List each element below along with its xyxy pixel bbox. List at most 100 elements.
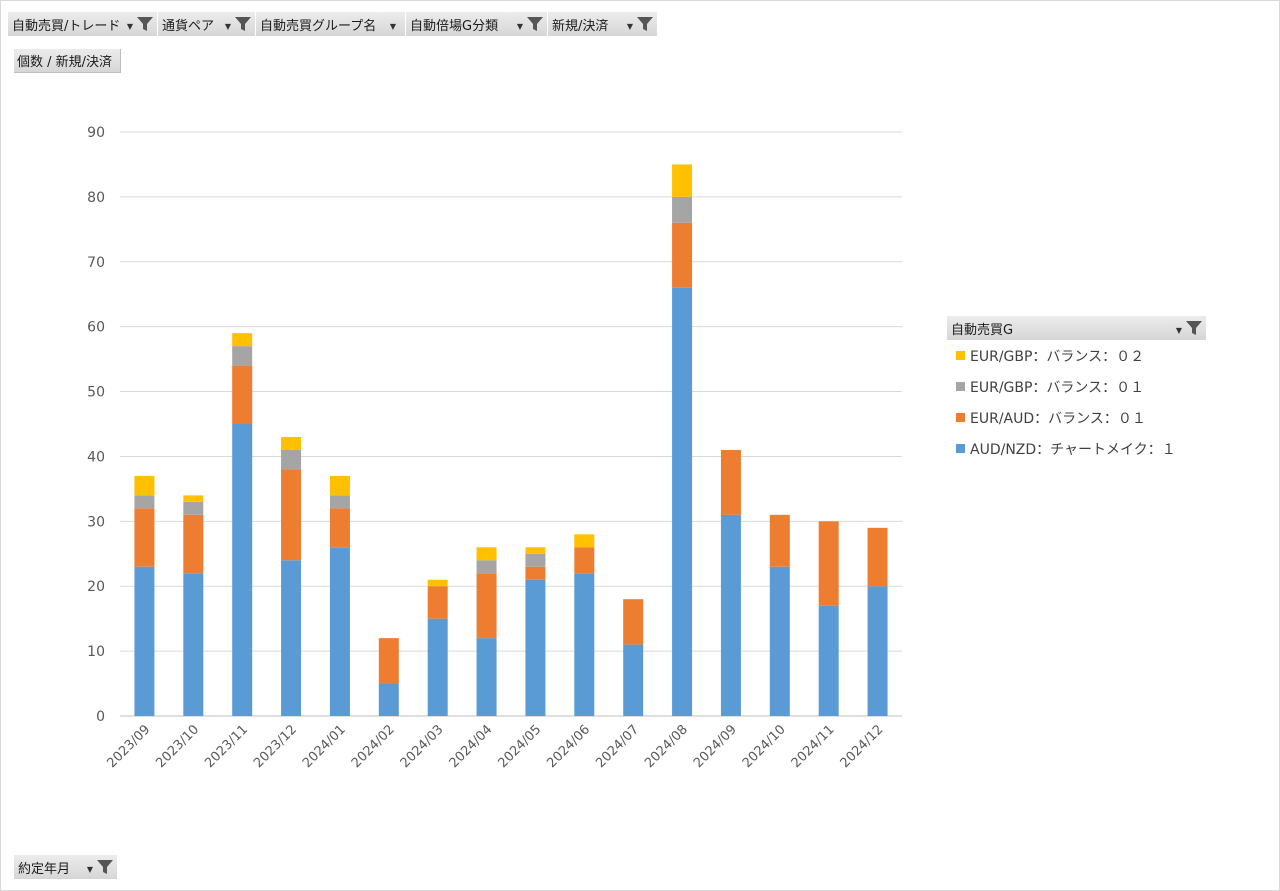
legend-item: EUR/GBP：バランス：０１ (947, 371, 1207, 402)
bar-segment (818, 521, 839, 606)
bar-segment (720, 514, 741, 716)
dropdown-arrow-icon[interactable]: ▼ (626, 22, 633, 31)
bar-segment (232, 346, 253, 366)
x-tick-label: 2024/02 (349, 722, 398, 771)
legend-swatch (956, 413, 965, 422)
filter-funnel-icon[interactable] (1185, 319, 1203, 337)
legend-label: EUR/GBP：バランス：０１ (970, 379, 1145, 396)
x-tick-label: 2024/10 (740, 722, 789, 771)
bar-segment (720, 449, 741, 515)
axis-field-label: 約定年月 (18, 861, 71, 877)
y-tick-label: 80 (87, 190, 105, 206)
bar-segment (818, 605, 839, 716)
bar-segment (525, 553, 546, 567)
x-tick-label: 2024/03 (398, 722, 447, 771)
x-tick-label: 2024/08 (642, 722, 691, 771)
legend-swatch (956, 444, 965, 453)
dropdown-arrow-icon[interactable]: ▼ (224, 22, 231, 31)
bar-segment (232, 365, 253, 424)
bar-segment (427, 586, 448, 619)
bar-segment (329, 495, 350, 509)
dropdown-arrow-icon[interactable]: ▼ (1175, 326, 1182, 335)
filter-button-3[interactable]: 自動売買グループ名 ▼ (256, 12, 406, 36)
dropdown-arrow-icon[interactable]: ▼ (126, 22, 133, 31)
bar-segment (574, 573, 595, 716)
legend-label: EUR/GBP：バランス：０２ (970, 348, 1145, 365)
bar-segment (476, 573, 497, 639)
y-tick-label: 50 (87, 385, 105, 401)
y-tick-label: 20 (87, 579, 105, 595)
bar-segment (378, 638, 399, 684)
bar-segment (476, 638, 497, 716)
bar-segment (427, 618, 448, 716)
bar-segment (476, 560, 497, 574)
legend: 自動売買G ▼ EUR/GBP：バランス：０２ EUR/GBP：バランス：０１ EU… (947, 316, 1207, 464)
legend-item: EUR/GBP：バランス：０２ (947, 340, 1207, 371)
bar-segment (525, 566, 546, 580)
axis-field-button[interactable]: 約定年月 ▼ (14, 855, 118, 879)
bar-segment (183, 495, 204, 502)
filter-button-label: 自動倍場G分類 (410, 18, 499, 34)
filter-button-1[interactable]: 自動売買/トレード ▼ (8, 12, 158, 36)
bar-segment (672, 222, 693, 288)
x-tick-label: 2024/09 (691, 722, 740, 771)
x-tick-label: 2023/12 (251, 722, 300, 771)
bar-segment (623, 599, 644, 645)
filter-funnel-icon[interactable] (234, 15, 252, 33)
y-tick-label: 40 (87, 449, 105, 465)
filter-button-5[interactable]: 新規/決済 ▼ (548, 12, 658, 36)
bar-segment (476, 547, 497, 561)
bar-segment (427, 579, 448, 587)
legend-swatch (956, 351, 965, 360)
x-tick-label: 2024/12 (838, 722, 887, 771)
x-tick-label: 2024/01 (300, 722, 349, 771)
y-tick-label: 90 (87, 125, 105, 141)
bar-segment (672, 287, 693, 716)
legend-item: AUD/NZD：チャートメイク：１ (947, 433, 1207, 464)
bar-segment (329, 508, 350, 548)
y-tick-label: 0 (96, 709, 105, 725)
bar-segment (281, 449, 302, 470)
filter-funnel-icon[interactable] (526, 15, 544, 33)
filter-button-label: 通貨ペア (162, 18, 215, 34)
filter-button-label: 自動売買グループ名 (260, 18, 377, 34)
dropdown-arrow-icon[interactable]: ▼ (86, 865, 93, 874)
filter-funnel-icon[interactable] (96, 858, 114, 876)
bar-segment (134, 508, 155, 567)
filter-button-4[interactable]: 自動倍場G分類 ▼ (406, 12, 548, 36)
x-tick-label: 2024/06 (544, 722, 593, 771)
bar-segment (329, 547, 350, 716)
x-tick-label: 2024/07 (593, 722, 642, 771)
bar-segment (329, 475, 350, 496)
legend-swatch (956, 382, 965, 391)
value-field-button[interactable]: 個数 / 新規/決済 (14, 49, 122, 73)
x-tick-label: 2024/11 (789, 722, 838, 771)
bar-segment (867, 586, 888, 716)
legend-label: AUD/NZD：チャートメイク：１ (970, 441, 1176, 458)
y-tick-label: 70 (87, 255, 105, 271)
filter-funnel-icon[interactable] (136, 15, 154, 33)
filter-button-2[interactable]: 通貨ペア ▼ (158, 12, 256, 36)
x-tick-label: 2023/11 (202, 722, 251, 771)
x-tick-label: 2024/04 (447, 722, 496, 771)
dropdown-arrow-icon[interactable]: ▼ (389, 22, 396, 31)
bar-segment (525, 579, 546, 716)
bar-segment (183, 573, 204, 716)
bar-segment (281, 469, 302, 561)
filter-funnel-icon[interactable] (636, 15, 654, 33)
bar-segment (232, 333, 253, 347)
bar-segment (867, 527, 888, 587)
bar-segment (574, 547, 595, 574)
bar-segment (769, 566, 790, 716)
bar-segment (134, 475, 155, 496)
bar-segment (183, 501, 204, 515)
bar-segment (672, 196, 693, 223)
bar-segment (183, 514, 204, 574)
legend-field-button[interactable]: 自動売買G ▼ (947, 316, 1207, 340)
bar-segment (281, 436, 302, 450)
filter-button-label: 新規/決済 (552, 18, 609, 34)
y-tick-label: 60 (87, 320, 105, 336)
dropdown-arrow-icon[interactable]: ▼ (516, 22, 523, 31)
bar-segment (623, 644, 644, 716)
bar-segment (525, 547, 546, 554)
